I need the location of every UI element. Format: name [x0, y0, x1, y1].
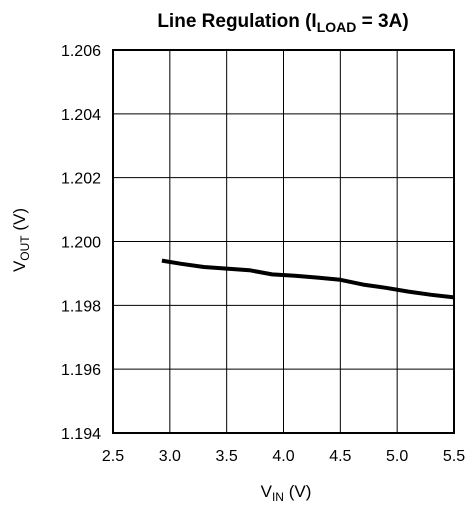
series-group: [161, 258, 455, 300]
y-tick-label: 1.206: [61, 43, 101, 60]
y-tick-label: 1.204: [61, 107, 101, 124]
x-tick-label: 5.5: [443, 448, 465, 465]
chart-title: Line Regulation (ILOAD = 3A): [157, 11, 408, 35]
x-tick-label: 3.0: [159, 448, 181, 465]
x-tick-label: 4.5: [329, 448, 351, 465]
y-tick-label: 1.202: [61, 171, 101, 188]
y-tick-labels: 1.194 1.196 1.198 1.200 1.202 1.204 1.206: [61, 43, 101, 443]
grid-lines: [113, 50, 454, 433]
x-axis-label: VIN (V): [261, 482, 312, 504]
plot-frame: [112, 49, 455, 434]
x-tick-label: 4.0: [272, 448, 294, 465]
y-axis-label: VOUT (V): [10, 208, 32, 272]
y-tick-label: 1.194: [61, 426, 101, 443]
y-tick-label: 1.200: [61, 235, 101, 252]
y-tick-label: 1.198: [61, 298, 101, 315]
x-tick-label: 3.5: [216, 448, 238, 465]
x-tick-labels: 2.5 3.0 3.5 4.0 4.5 5.0 5.5: [102, 448, 465, 465]
x-tick-label: 5.0: [386, 448, 408, 465]
x-tick-label: 2.5: [102, 448, 124, 465]
series-line: [161, 258, 455, 300]
y-tick-label: 1.196: [61, 362, 101, 379]
